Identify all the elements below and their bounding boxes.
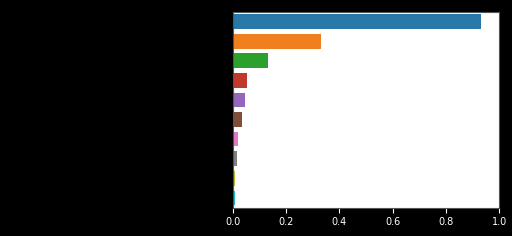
Bar [233, 171, 236, 186]
Bar [233, 112, 242, 127]
Bar [233, 190, 235, 205]
Bar [233, 14, 481, 29]
Bar [233, 73, 247, 88]
Bar [233, 151, 237, 166]
Bar [233, 53, 268, 68]
Bar [233, 132, 238, 147]
Bar [233, 93, 245, 107]
Bar [233, 34, 321, 49]
